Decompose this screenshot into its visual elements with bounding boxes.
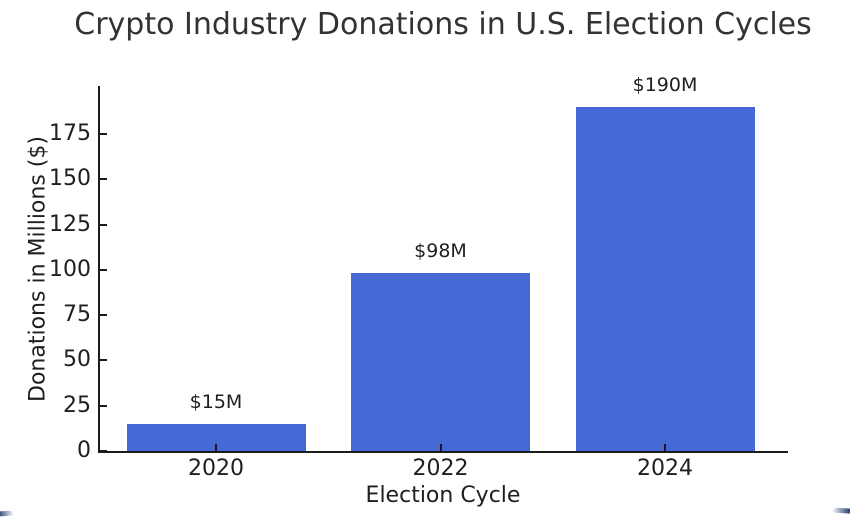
y-axis-line (98, 86, 100, 453)
x-axis-label: Election Cycle (365, 483, 521, 508)
x-axis-line (98, 451, 788, 453)
y-tick-label: 75 (63, 302, 91, 328)
x-tick-label: 2020 (188, 456, 244, 481)
x-tick-mark (215, 444, 217, 452)
y-tick-label: 50 (63, 347, 91, 373)
x-tick-label: 2022 (412, 456, 469, 481)
y-tick-label: 175 (49, 121, 91, 146)
y-tick-label: 25 (63, 392, 91, 418)
x-tick-label: 2024 (637, 456, 693, 481)
y-tick-label: 100 (49, 256, 91, 282)
chart-title: Crypto Industry Donations in U.S. Electi… (74, 7, 812, 42)
bar-2024 (575, 106, 755, 451)
bar-value-label: $98M (414, 240, 467, 263)
bar-value-label: $190M (632, 73, 698, 96)
y-tick-label: 0 (77, 438, 91, 463)
x-tick-mark (664, 444, 666, 452)
x-tick-mark (439, 444, 442, 452)
y-tick-mark (100, 133, 107, 135)
y-tick-label: 150 (49, 166, 91, 192)
corner-artifact-left (0, 510, 15, 517)
y-tick-mark (100, 314, 107, 317)
y-tick-mark (100, 404, 107, 407)
y-tick-label: 125 (49, 211, 91, 237)
bar-2022 (351, 273, 530, 451)
y-tick-mark (100, 223, 107, 226)
y-tick-mark (100, 268, 107, 271)
bar-value-label: $15M (189, 390, 243, 413)
y-tick-mark (100, 178, 107, 181)
corner-artifact-right (831, 507, 850, 514)
y-tick-mark (100, 359, 107, 362)
